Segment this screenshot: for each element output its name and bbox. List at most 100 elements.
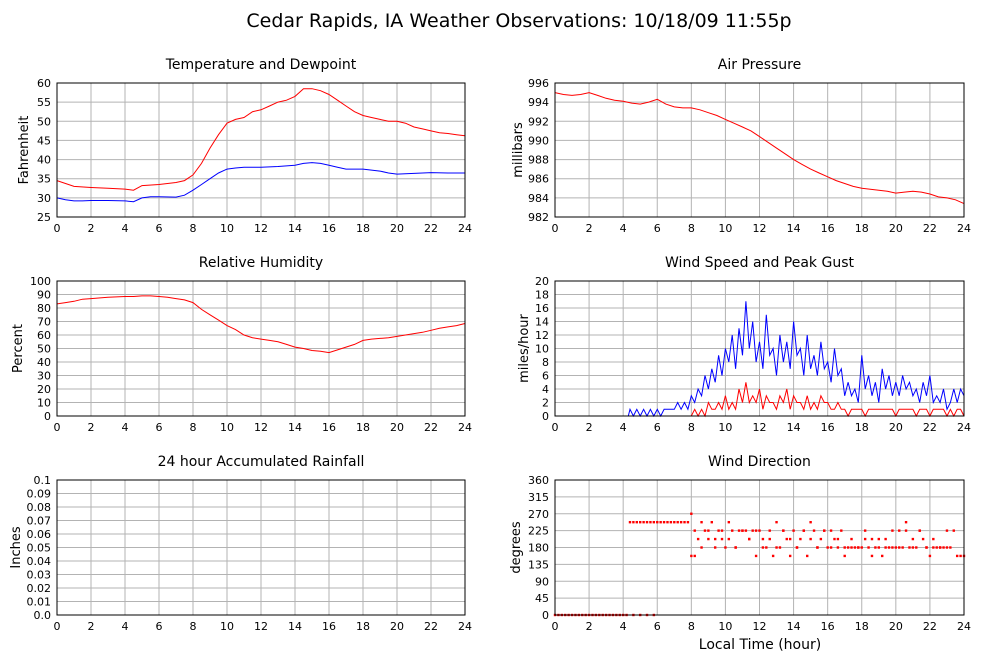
y-tick-label: 0.01 [27, 596, 52, 609]
wind-direction-point [737, 529, 741, 532]
y-tick-label: 270 [528, 508, 549, 521]
x-tick-label: 12 [254, 620, 268, 633]
x-tick-label: 8 [688, 421, 695, 434]
wind-direction-point [788, 554, 792, 558]
wind-direction-point [775, 546, 778, 549]
x-tick-label: 0 [552, 620, 559, 633]
wind-direction-point [727, 537, 731, 541]
wind-direction-point [696, 537, 700, 541]
wind-direction-point [673, 520, 676, 524]
y-tick-label: 982 [528, 211, 549, 224]
wind-direction-point [758, 529, 761, 532]
wind-direction-point [748, 537, 751, 541]
x-tick-label: 2 [586, 421, 593, 434]
x-tick-label: 4 [620, 222, 627, 235]
x-tick-label: 22 [424, 620, 438, 633]
x-tick-label: 18 [855, 620, 869, 633]
wind-direction-point [921, 537, 925, 541]
rain-plot-frame [56, 479, 466, 616]
y-tick-label: 45 [37, 134, 51, 147]
y-tick-label: 0.09 [27, 488, 52, 501]
y-tick-label: 0.04 [27, 555, 52, 568]
wind-direction-point [713, 537, 717, 541]
wind-direction-point [816, 546, 819, 549]
x-tick-label: 14 [787, 222, 801, 235]
x-tick-label: 18 [855, 421, 869, 434]
y-tick-label: 0 [44, 410, 51, 423]
y-tick-label: 994 [528, 96, 549, 109]
wind-direction-point [911, 546, 915, 549]
wind-direction-point [932, 546, 935, 549]
wind-y-axis-label: miles/hour [517, 313, 532, 382]
x-tick-label: 22 [923, 421, 937, 434]
x-tick-label: 2 [88, 421, 95, 434]
pressure-panel: 0 2 4 6 8 10 12 14 16 18 20 22 249829849869889909929… [511, 57, 971, 235]
wind-direction-point [843, 546, 846, 549]
rain-title: 24 hour Accumulated Rainfall [158, 454, 365, 470]
y-tick-label: 10 [37, 397, 51, 410]
humidity-panel: 0 2 4 6 8 10 12 14 16 18 20 22 240102030405060708090… [11, 255, 472, 434]
wind-direction-point [829, 546, 833, 549]
wind-direction-point [666, 520, 669, 524]
wind-direction-point [676, 520, 679, 524]
wind-direction-point [802, 529, 806, 532]
wind-direction-point [809, 537, 812, 541]
wind-direction-point [898, 529, 901, 532]
y-tick-label: 90 [535, 575, 549, 588]
x-tick-label: 16 [821, 421, 835, 434]
x-tick-label: 6 [654, 421, 661, 434]
y-tick-label: 12 [535, 329, 549, 342]
wind-direction-point [870, 537, 874, 541]
wind-direction-point [877, 546, 880, 549]
wind-direction-point [795, 546, 799, 549]
temp-y-axis-label: Fahrenheit [17, 116, 32, 185]
wind-direction-point [863, 537, 867, 541]
y-tick-label: 2 [542, 397, 549, 410]
wind-direction-point [809, 520, 812, 524]
x-tick-label: 4 [620, 620, 627, 633]
x-tick-label: 8 [688, 222, 695, 235]
x-tick-label: 16 [821, 620, 835, 633]
wind-direction-point [925, 546, 928, 549]
wind-direction-point [686, 520, 690, 524]
x-tick-label: 14 [787, 620, 801, 633]
main-title: Cedar Rapids, IA Weather Observations: 1… [246, 10, 791, 32]
wind-direction-point [662, 520, 666, 524]
x-tick-label: 10 [220, 222, 234, 235]
wind-direction-point [881, 554, 884, 558]
wind-direction-point [713, 546, 717, 549]
wind-direction-point [669, 520, 673, 524]
wind-direction-point [683, 520, 686, 524]
wind-direction-point [754, 529, 758, 532]
wind-direction-point [792, 529, 795, 532]
x-tick-label: 2 [586, 620, 593, 633]
wind-direction-point [727, 520, 731, 524]
wind-direction-point [775, 520, 778, 524]
wind-direction-point [659, 520, 662, 524]
wind-direction-point [761, 537, 765, 541]
wind-direction-point [778, 546, 782, 549]
rain-panel: 0 2 4 6 8 10 12 14 16 18 20 22 240.00.010.020.030.04… [9, 454, 472, 633]
wind-direction-point [877, 537, 880, 541]
x-tick-label: 24 [957, 421, 971, 434]
wind-direction-point [860, 546, 863, 549]
x-axis-label: Local Time (hour) [699, 637, 821, 653]
wind-direction-point [785, 537, 788, 541]
wind-direction-point [959, 554, 962, 558]
direction-y-axis-label: degrees [509, 521, 524, 574]
x-tick-label: 8 [190, 222, 197, 235]
wind-direction-point [870, 554, 874, 558]
wind-direction-point [693, 529, 696, 532]
x-tick-label: 14 [288, 620, 302, 633]
y-tick-label: 50 [37, 115, 51, 128]
x-tick-label: 6 [156, 421, 163, 434]
wind-direction-point [679, 520, 683, 524]
x-tick-label: 18 [356, 421, 370, 434]
y-tick-label: 315 [528, 491, 549, 504]
y-tick-label: 4 [542, 383, 549, 396]
wind-direction-point [635, 520, 638, 524]
humidity-series-0 [56, 295, 466, 354]
wind-direction-point [915, 546, 918, 549]
pressure-plot-frame [554, 82, 965, 218]
x-tick-label: 4 [122, 421, 129, 434]
